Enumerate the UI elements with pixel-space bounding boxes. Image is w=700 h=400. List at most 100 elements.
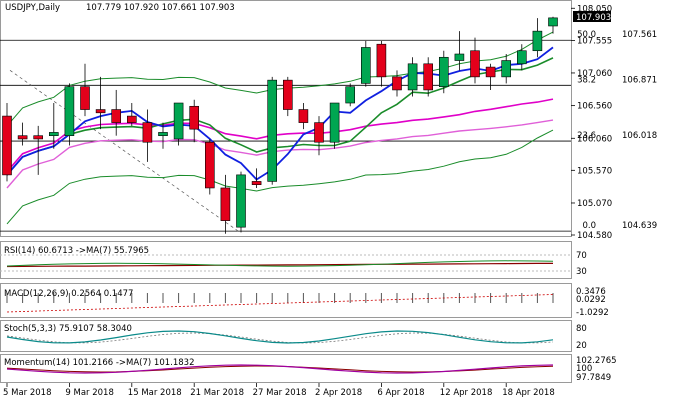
fib-ratio-1: 38.2 [577,75,596,85]
macd-panel-frame [0,283,572,318]
rsi-level-70: 70 [576,251,587,261]
time-tick-label-3: 21 Mar 2018 [190,388,244,398]
price-tick-label-7: 104.580 [577,231,612,241]
candle-body-22 [345,86,356,104]
fibonacci-levels: 50.0 107.561 38.2 106.871 23.6 106.018 0.0 104.… [0,30,657,233]
macd-signal-line [6,294,554,313]
stoch-level-20: 20 [576,341,587,351]
candle-body-11 [173,102,184,140]
candle-body-33 [516,50,527,65]
rsi-ma-line [6,262,553,268]
candle-body-7 [111,109,121,123]
time-tick-label-6: 6 Apr 2018 [377,388,424,398]
candlesticks [2,16,558,234]
indicator-overlays [6,31,554,225]
rsi-level-30: 30 [576,267,587,277]
momentum-panel-frame [0,354,572,383]
candle-body-29 [454,53,465,61]
fib-value-0: 107.561 [622,30,657,40]
momentum-level-top: 102.2765 [576,356,617,366]
time-axis: 5 Mar 2018 9 Mar 2018 15 Mar 2018 21 Mar 20… [3,383,555,398]
momentum-line [6,364,554,374]
candle-body-5 [80,86,90,110]
stoch-panel-frame [0,320,572,352]
candle-body-10 [158,132,168,136]
momentum-label: Momentum(14) 101.2166 ->MA(7) 101.1832 [4,358,194,368]
fib-ratio-2: 23.6 [577,131,596,141]
momentum-level-bottom: 97.7849 [576,373,611,383]
magenta-ma-line [6,98,554,173]
candle-body-6 [95,109,106,114]
macd-level-bottom: -1.0292 [576,308,609,318]
time-tick-label-0: 5 Mar 2018 [3,388,51,398]
candle-body-31 [485,66,496,78]
stoch-signal-line [6,332,554,344]
candle-body-32 [501,60,512,78]
fib-ratio-0: 50.0 [577,30,596,40]
blue-ma-line [6,46,554,181]
fib-value-3: 104.639 [622,221,657,231]
candle-body-35 [548,17,558,27]
candle-body-23 [360,47,371,84]
candle-body-30 [470,50,480,78]
candle-body-4 [64,86,75,136]
price-tick-label-1: 107.555 [577,37,612,47]
symbol-label: USDJPY,Daily [5,3,60,13]
time-tick-label-1: 9 Mar 2018 [65,388,113,398]
main-panel-frame [0,0,572,237]
candle-body-8 [127,115,137,123]
macd-label: MACD(12,26,9) 0.2564 0.1477 [4,289,133,299]
pink-ma-line [6,119,554,189]
time-tick-label-2: 15 Mar 2018 [128,388,182,398]
candle-body-28 [438,56,449,87]
price-tick-label-6: 105.070 [577,199,612,209]
fib-ratio-3: 0.0 [582,221,596,231]
candle-body-13 [205,141,215,189]
price-tick-label-0: 108.050 [577,4,612,14]
fib-trendline [9,70,241,233]
price-tick-label-2: 107.060 [577,69,612,79]
stoch-main-line [6,330,554,344]
time-tick-label-7: 12 Apr 2018 [440,388,493,398]
candle-body-34 [532,30,543,52]
candle-body-3 [48,132,59,136]
panel-frames [0,0,572,383]
candle-body-14 [220,187,231,221]
candle-body-12 [189,105,199,130]
bollinger-upper-line [6,31,554,127]
price-tick-label-4: 106.060 [577,134,612,144]
candle-body-16 [251,181,262,185]
price-tick-label-3: 106.560 [577,102,612,112]
fib-value-2: 106.018 [622,131,657,141]
sub-indicators [0,254,571,374]
stoch-level-80: 80 [576,324,587,334]
candle-body-9 [142,122,153,143]
time-tick-label-4: 27 Mar 2018 [253,388,307,398]
price-axis: 108.050 107.555 107.060 106.560 106.060 105.5… [571,4,612,241]
momentum-level-100: 100 [576,364,592,374]
candle-body-25 [392,76,402,91]
candle-body-2 [33,135,44,140]
green-ma-line [6,57,554,176]
candle-body-0 [2,115,12,176]
candle-body-24 [376,43,387,78]
rsi-label: RSI(14) 60.6713 ->MA(7) 55.7965 [4,246,149,256]
fib-value-1: 106.871 [622,75,657,85]
rsi-panel-frame [0,241,572,279]
candle-body-26 [407,63,418,91]
rsi-line [6,260,554,267]
candle-body-15 [236,174,246,228]
macd-level-top: 0.3476 [576,287,606,297]
time-tick-label-8: 18 Apr 2018 [502,388,555,398]
candle-body-27 [423,63,434,91]
candle-body-18 [282,79,293,110]
current-price-value: 107.903 [576,13,611,23]
current-price-tag [573,11,611,22]
time-tick-label-5: 2 Apr 2018 [315,388,362,398]
candle-body-19 [298,109,309,123]
ohlc-label: 107.779 107.920 107.661 107.903 [86,3,235,13]
macd-level-mid: 0.0292 [576,295,606,305]
candle-body-17 [267,79,278,182]
